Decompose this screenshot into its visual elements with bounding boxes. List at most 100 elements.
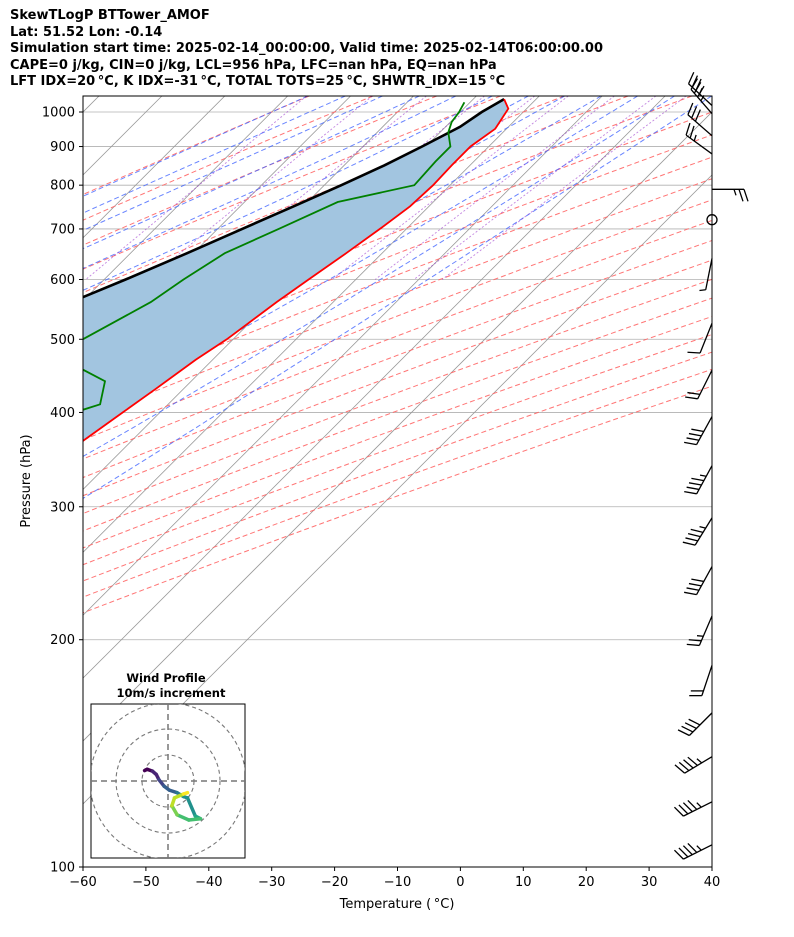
calm-circle	[706, 214, 718, 226]
wind-barb	[685, 122, 713, 155]
isotherm-line	[83, 96, 666, 679]
x-tick-label: 30	[641, 875, 658, 890]
moist-adiabat	[83, 96, 529, 316]
dry-adiabat	[83, 351, 712, 582]
barb-staff	[698, 615, 713, 646]
barb-flag	[678, 761, 690, 772]
barb-staff	[687, 114, 713, 137]
isotherm-line	[83, 96, 100, 113]
x-tick-label: 0	[456, 875, 464, 890]
adiabat-lines	[83, 96, 712, 805]
barb-flag	[686, 437, 700, 441]
barb-flag	[687, 102, 694, 115]
dry-adiabat	[83, 259, 712, 497]
barb-flag	[687, 533, 701, 538]
parcel-line	[83, 97, 505, 299]
barb-half-flag	[693, 134, 697, 142]
barb-flag	[684, 591, 697, 596]
wind-barb	[677, 712, 713, 737]
wind-barb	[674, 756, 713, 774]
barb-flag	[687, 71, 695, 84]
barb-half-flag	[696, 758, 703, 764]
x-tick-label: −30	[258, 875, 285, 890]
hodograph-segment	[187, 816, 203, 822]
barb-flag	[682, 802, 693, 813]
cape-line: CAPE=0 j/kg, CIN=0 j/kg, LCL=956 hPa, LF…	[10, 57, 497, 73]
barb-staff	[685, 134, 713, 155]
barb-staff	[696, 465, 713, 495]
moist-adiabat	[83, 96, 309, 197]
barb-flag	[686, 587, 700, 591]
time-line: Simulation start time: 2025-02-14_00:00:…	[10, 41, 603, 56]
isotherm-line	[83, 96, 351, 365]
barb-flag	[682, 541, 696, 546]
barb-staff	[683, 844, 713, 860]
mixing-ratio-line	[413, 96, 657, 280]
wind-barb	[684, 416, 713, 446]
hodograph-segment	[185, 796, 198, 818]
wind-barb	[690, 78, 713, 115]
barb-half-flag	[733, 189, 737, 196]
barb-flag	[693, 82, 702, 94]
wind-barb	[673, 843, 713, 860]
wind-barb	[712, 188, 749, 202]
hodograph-segment	[181, 790, 190, 796]
barb-staff	[705, 258, 713, 290]
wind-barb	[687, 102, 713, 137]
wind-barb	[684, 465, 713, 495]
barb-flag	[681, 725, 694, 733]
barb-flag	[687, 391, 701, 395]
wind-barb	[682, 517, 713, 546]
dry-adiabat	[83, 199, 712, 441]
barb-flag	[686, 486, 700, 491]
barb-flag	[674, 764, 685, 774]
barb-flag	[684, 441, 697, 446]
dry-adiabat	[83, 156, 712, 402]
barb-flag	[691, 477, 704, 482]
dry-adiabat	[83, 278, 712, 515]
barb-flag	[687, 756, 698, 766]
cape-shade	[83, 99, 509, 441]
y-tick-label: 300	[50, 500, 75, 515]
moist-adiabat	[83, 96, 493, 291]
dry-adiabat	[83, 368, 712, 598]
wind-barb	[685, 369, 713, 400]
y-tick-label: 500	[50, 333, 75, 348]
barb-half-flag	[699, 526, 706, 529]
x-tick-label: −20	[321, 875, 348, 890]
barb-staff	[694, 517, 713, 546]
barb-flag	[688, 718, 701, 726]
barb-flag	[691, 428, 704, 433]
barb-staff	[684, 756, 713, 774]
barb-flag	[678, 804, 689, 815]
barb-flag	[738, 189, 744, 202]
barb-staff	[690, 89, 713, 115]
y-tick-label: 1000	[42, 105, 75, 120]
barb-flag	[673, 806, 684, 817]
y-tick-label: 600	[50, 273, 75, 288]
y-tick-label: 700	[50, 222, 75, 237]
barb-flag	[686, 643, 700, 647]
barb-flag	[688, 639, 702, 642]
x-axis-label: Temperature ( °C)	[339, 897, 455, 912]
moist-adiabat	[83, 96, 638, 416]
hodograph-plot	[91, 704, 245, 858]
y-tick-label: 900	[50, 140, 75, 155]
y-tick-label: 400	[50, 406, 75, 421]
mixing-ratio-line	[374, 96, 615, 280]
barb-staff	[699, 323, 713, 354]
barb-flag	[697, 85, 705, 98]
hodograph-subtitle: 10m/s increment	[117, 686, 226, 700]
hodograph-segment	[175, 813, 191, 822]
barb-flag	[684, 722, 697, 730]
x-tick-label: 10	[515, 875, 532, 890]
chart-title: SkewTLogP BTTower_AMOF	[10, 8, 210, 23]
x-tick-label: −60	[69, 875, 96, 890]
barb-flag	[688, 582, 702, 587]
barb-flag	[691, 106, 698, 119]
x-tick-label: −50	[132, 875, 159, 890]
mixing-ratio-line	[441, 96, 687, 280]
mixing-ratio-line	[331, 96, 569, 280]
